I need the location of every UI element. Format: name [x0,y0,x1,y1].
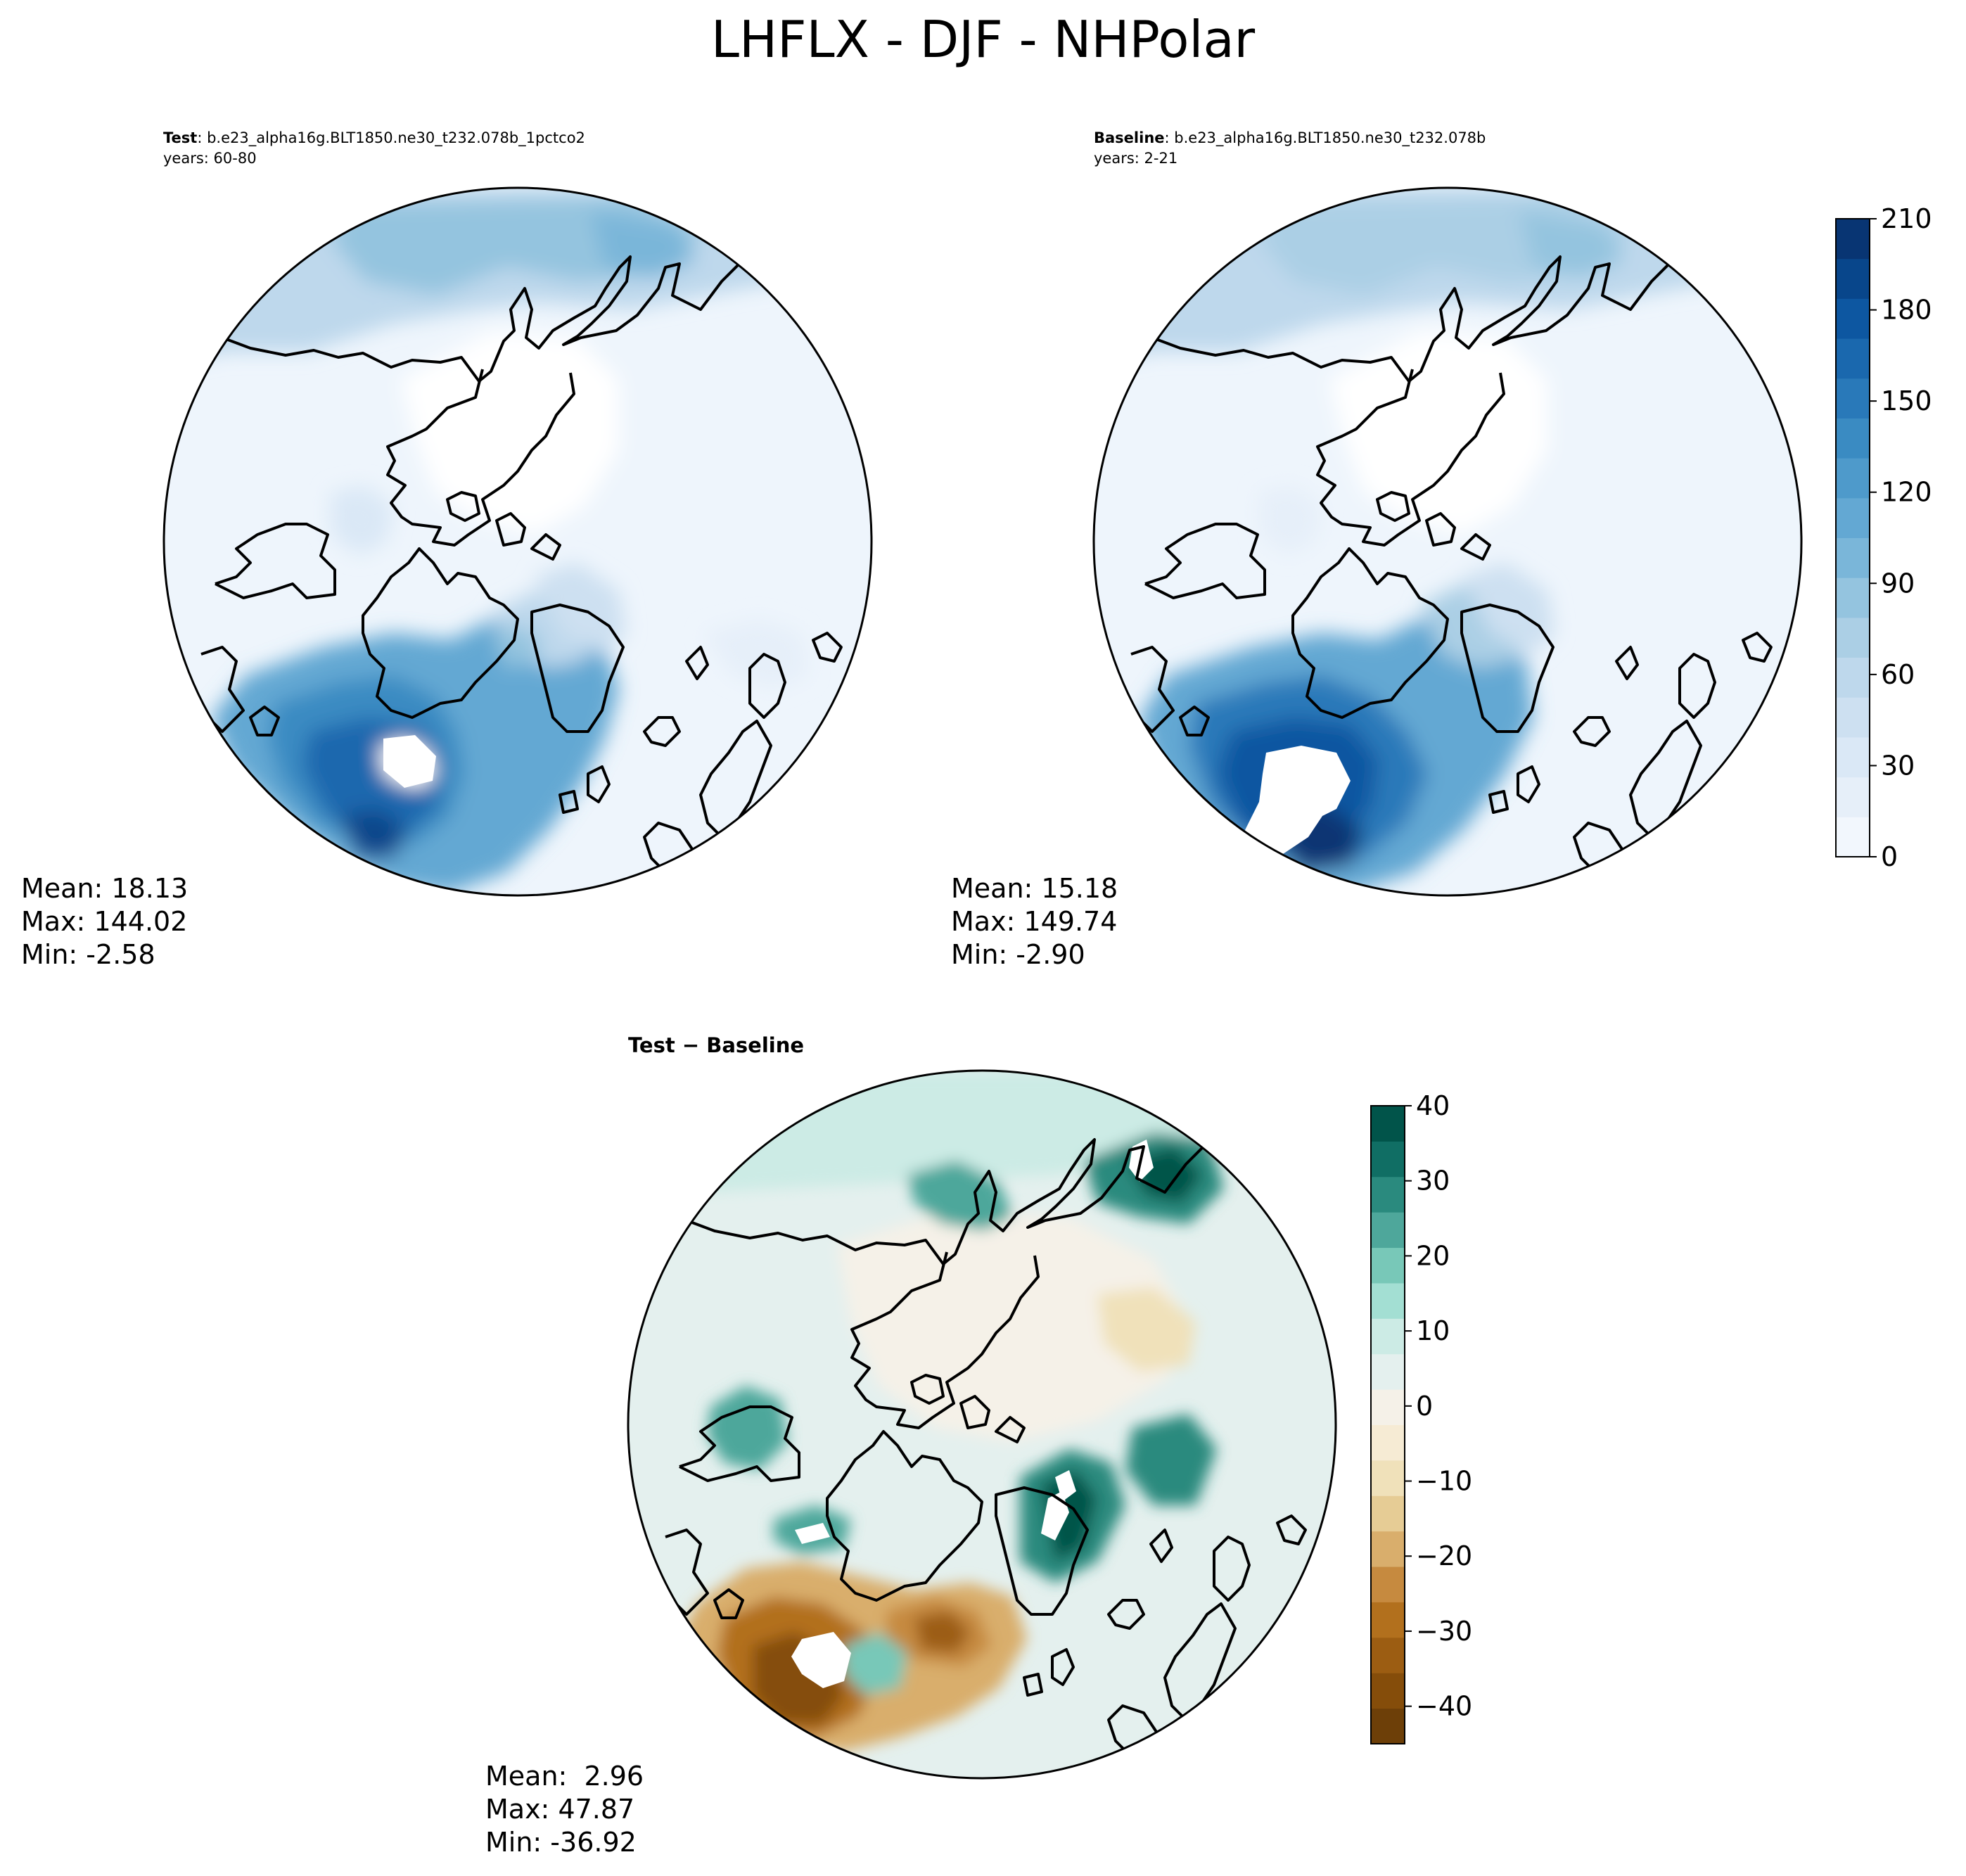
difference-colorbar-swatch [1371,1424,1405,1461]
difference-colorbar-tick-label: −30 [1416,1616,1472,1647]
absolute-colorbar-swatch [1836,817,1870,857]
baseline-stats: Mean: 15.18 Max: 149.74 Min: -2.90 [951,872,1118,971]
baseline-label: Baseline [1094,129,1165,146]
difference-stats: Mean: 2.96 Max: 47.87 Min: -36.92 [485,1760,644,1859]
difference-colorbar-tick-label: 20 [1416,1240,1450,1271]
difference-colorbar-swatch [1371,1460,1405,1496]
absolute-colorbar-swatch [1836,736,1870,778]
difference-min: Min: -36.92 [485,1827,637,1858]
absolute-colorbar-tick-label: 30 [1881,750,1915,781]
absolute-colorbar-swatch [1836,298,1870,339]
difference-colorbar-tick-label: −40 [1416,1691,1472,1722]
baseline-case-name: : b.e23_alpha16g.BLT1850.ne30_t232.078b [1164,129,1486,146]
absolute-colorbar-swatch [1836,697,1870,738]
absolute-colorbar-swatch [1836,418,1870,459]
absolute-colorbar-tick-label: 150 [1881,385,1932,416]
test-subtitle: Test: b.e23_alpha16g.BLT1850.ne30_t232.0… [163,128,585,169]
difference-mean: Mean: 2.96 [485,1761,644,1792]
difference-colorbar-swatch [1371,1318,1405,1355]
difference-colorbar-swatch [1371,1106,1405,1142]
absolute-colorbar-swatch [1836,378,1870,419]
difference-title: Test − Baseline [628,1033,805,1057]
baseline-mean: Mean: 15.18 [951,873,1118,904]
absolute-colorbar: 0 30 60 90 120 150 180 210 [1835,203,1932,872]
absolute-colorbar-tick-label: 120 [1881,477,1932,508]
difference-colorbar-swatch [1371,1212,1405,1249]
difference-colorbar-tick-label: 40 [1416,1090,1450,1121]
baseline-subtitle: Baseline: b.e23_alpha16g.BLT1850.ne30_t2… [1094,128,1486,169]
absolute-colorbar-swatch [1836,777,1870,817]
absolute-colorbar-swatch [1836,617,1870,658]
absolute-colorbar-swatch [1836,338,1870,379]
baseline-min: Min: -2.90 [951,939,1085,970]
difference-colorbar-tick-label: 10 [1416,1315,1450,1346]
difference-colorbar-swatch [1371,1495,1405,1532]
test-map [162,186,873,897]
difference-colorbar-swatch [1371,1353,1405,1390]
test-label: Test [163,129,198,146]
test-min: Min: -2.58 [21,939,155,970]
difference-colorbar-tick-label: 30 [1416,1166,1450,1197]
test-case-name: : b.e23_alpha16g.BLT1850.ne30_t232.078b_… [197,129,585,146]
absolute-colorbar-tick-label: 210 [1881,203,1932,234]
difference-colorbar-swatch [1371,1389,1405,1425]
difference-colorbar-swatch [1371,1566,1405,1602]
difference-colorbar-swatch [1371,1708,1405,1744]
test-mean: Mean: 18.13 [21,873,189,904]
absolute-colorbar-swatch [1836,537,1870,578]
figure-title: LHFLX - DJF - NHPolar [710,10,1256,69]
absolute-colorbar-tick-label: 0 [1881,841,1898,872]
absolute-colorbar-tick-label: 180 [1881,295,1932,326]
difference-colorbar-border [1370,1105,1405,1744]
difference-colorbar-swatch [1371,1282,1405,1319]
absolute-colorbar-swatch [1836,657,1870,698]
difference-colorbar-swatch [1371,1176,1405,1213]
absolute-colorbar-swatch [1836,578,1870,618]
baseline-years: years: 2-21 [1094,150,1178,167]
baseline-max: Max: 149.74 [951,906,1118,937]
difference-colorbar-tick-label: −10 [1416,1466,1472,1497]
difference-colorbar-swatch [1371,1247,1405,1284]
absolute-colorbar-tick-label: 60 [1881,659,1915,690]
absolute-colorbar-swatch [1836,258,1870,299]
test-max: Max: 144.02 [21,906,188,937]
difference-colorbar-swatch [1371,1602,1405,1638]
test-stats: Mean: 18.13 Max: 144.02 Min: -2.58 [21,872,188,971]
difference-colorbar-swatch [1371,1673,1405,1709]
absolute-colorbar-border [1835,218,1870,857]
difference-colorbar-tick-label: −20 [1416,1540,1472,1571]
difference-max: Max: 47.87 [485,1794,635,1825]
absolute-colorbar-swatch [1836,458,1870,499]
absolute-colorbar-tick-label: 90 [1881,568,1915,599]
absolute-colorbar-swatch [1836,219,1870,260]
difference-colorbar: 40 30 20 10 0 −10 −20 −30 −40 [1370,1090,1472,1744]
difference-map [627,1069,1337,1780]
difference-colorbar-tick-label: 0 [1416,1391,1433,1422]
difference-colorbar-swatch [1371,1531,1405,1567]
difference-colorbar-swatch [1371,1637,1405,1673]
baseline-map [1092,186,1803,897]
difference-colorbar-swatch [1371,1141,1405,1178]
absolute-colorbar-swatch [1836,497,1870,538]
test-years: years: 60-80 [163,150,257,167]
